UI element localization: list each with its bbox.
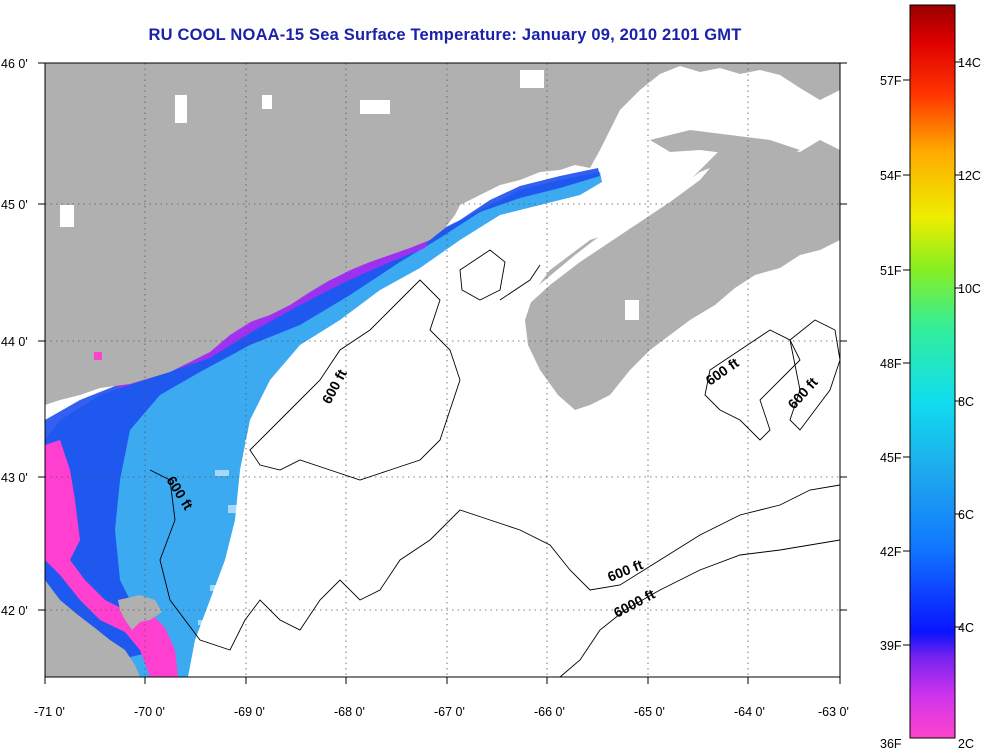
land-nova-scotia bbox=[525, 140, 840, 410]
cb-c-12: 12C bbox=[958, 169, 981, 183]
cb-f-36: 36F bbox=[880, 737, 902, 751]
sst-band-outer bbox=[45, 172, 602, 677]
land-cape-cod bbox=[118, 595, 162, 630]
contour-600ft-gulf bbox=[149, 469, 840, 651]
lat-label-44: 44 0' bbox=[1, 335, 28, 349]
cb-c-6: 6C bbox=[958, 508, 974, 522]
cb-f-39: 39F bbox=[880, 639, 902, 653]
cb-c-14: 14C bbox=[958, 56, 981, 70]
lon-label-70: -70 0' bbox=[134, 705, 165, 719]
plot-frame bbox=[44, 62, 841, 678]
cb-f-57: 57F bbox=[880, 74, 902, 88]
contour-600ft-east bbox=[704, 329, 801, 441]
land-maine-newbrunswick bbox=[45, 63, 840, 405]
cb-c-8: 8C bbox=[958, 395, 974, 409]
sst-texture bbox=[198, 330, 365, 625]
lon-label-71: -71 0' bbox=[34, 705, 65, 719]
contour-600ft-east-2 bbox=[789, 319, 840, 431]
lon-label-67: -67 0' bbox=[434, 705, 465, 719]
lon-label-68: -68 0' bbox=[334, 705, 365, 719]
cb-c-4: 4C bbox=[958, 621, 974, 635]
cb-c-2: 2C bbox=[958, 737, 974, 751]
contour-misc-1 bbox=[459, 249, 506, 301]
sst-band-deep bbox=[45, 168, 600, 677]
lakes bbox=[60, 70, 639, 360]
lon-label-64: -64 0' bbox=[734, 705, 765, 719]
lat-label-46: 46 0' bbox=[1, 57, 28, 71]
contour-6000ft bbox=[559, 539, 840, 677]
lon-label-65: -65 0' bbox=[634, 705, 665, 719]
lon-label-66: -66 0' bbox=[534, 705, 565, 719]
bathymetry-contours bbox=[149, 249, 840, 677]
land-pei bbox=[650, 130, 800, 158]
cb-f-48: 48F bbox=[880, 357, 902, 371]
land-massachusetts bbox=[45, 580, 140, 677]
contour-600ft-inner bbox=[249, 279, 461, 481]
land bbox=[45, 63, 840, 677]
lat-label-45: 45 0' bbox=[1, 198, 28, 212]
cb-c-10: 10C bbox=[958, 282, 981, 296]
map-title: RU COOL NOAA-15 Sea Surface Temperature:… bbox=[148, 26, 742, 44]
cb-f-54: 54F bbox=[880, 169, 902, 183]
contour-misc-2 bbox=[499, 264, 541, 301]
axis-ticks bbox=[38, 62, 847, 684]
lon-label-63: -63 0' bbox=[818, 705, 849, 719]
cb-f-45: 45F bbox=[880, 451, 902, 465]
lon-label-69: -69 0' bbox=[234, 705, 265, 719]
lat-label-42: 42 0' bbox=[1, 604, 28, 618]
cb-f-42: 42F bbox=[880, 545, 902, 559]
grid bbox=[45, 63, 840, 677]
lat-label-43: 43 0' bbox=[1, 471, 28, 485]
bay-of-fundy bbox=[520, 168, 710, 305]
colorbar bbox=[909, 4, 956, 739]
cb-f-51: 51F bbox=[880, 264, 902, 278]
colorbar-ticks bbox=[903, 61, 962, 646]
